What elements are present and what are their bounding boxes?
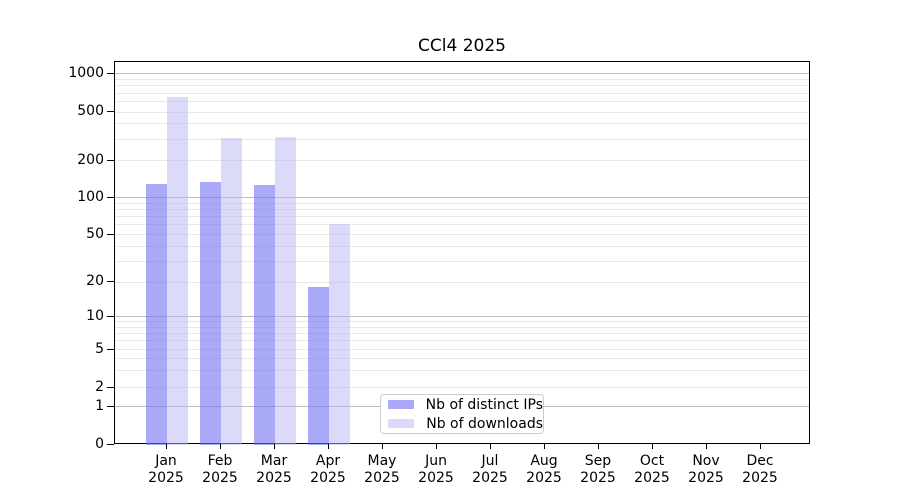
x-tick-mark [274, 444, 275, 449]
y-tick-mark [107, 315, 114, 317]
x-tick-mark [328, 444, 329, 449]
x-tick-label: Jan 2025 [148, 453, 184, 486]
bar-nb-of-downloads-jan [167, 96, 188, 445]
gridline-minor [115, 202, 809, 204]
y-tick-mark [107, 386, 114, 388]
x-tick-label: Mar 2025 [256, 453, 292, 486]
y-tick-label: 20 [86, 273, 104, 289]
x-tick-label: Apr 2025 [310, 453, 346, 486]
x-tick-label: Nov 2025 [688, 453, 724, 486]
plot-area: Nb of distinct IPs Nb of downloads [114, 61, 810, 445]
bar-nb-of-distinct-ips-feb [200, 181, 221, 445]
gridline-minor [115, 349, 809, 350]
gridline-major [115, 197, 809, 198]
y-tick-mark [107, 405, 114, 407]
x-tick-label: Oct 2025 [634, 453, 670, 486]
gridline-minor [115, 92, 809, 94]
y-tick-mark [107, 111, 114, 112]
bar-nb-of-distinct-ips-mar [254, 185, 275, 445]
x-tick-label: Feb 2025 [202, 453, 238, 486]
gridline-minor [115, 387, 809, 388]
gridline-minor [115, 340, 809, 342]
gridline-minor [115, 111, 809, 113]
x-tick-label: Jul 2025 [472, 453, 508, 486]
legend-item-label: Nb of downloads [426, 415, 543, 432]
gridline-minor [115, 123, 809, 125]
y-tick-mark [107, 281, 114, 282]
legend-swatch-distinct-ips-icon [388, 400, 414, 409]
legend-item-distinct-ips: Nb of distinct IPs [388, 396, 543, 414]
gridline-major [115, 316, 809, 317]
gridline-minor [115, 321, 809, 322]
y-tick-label: 0 [95, 436, 104, 452]
gridline-minor [115, 326, 809, 328]
gridline-minor [115, 245, 809, 247]
gridline-minor [115, 78, 809, 80]
chart-title: CCl4 2025 [418, 36, 506, 56]
y-tick-label: 100 [77, 188, 104, 205]
bar-nb-of-downloads-mar [275, 136, 296, 445]
gridline-minor [115, 138, 809, 140]
legend-item-downloads: Nb of downloads [388, 415, 543, 433]
y-tick-mark [107, 444, 114, 445]
y-tick-mark [107, 196, 114, 198]
x-tick-label: Jun 2025 [418, 453, 454, 486]
gridline-minor [115, 281, 809, 283]
gridline-major [115, 73, 809, 74]
gridline-minor [115, 208, 809, 210]
gridline-minor [115, 333, 809, 334]
x-tick-mark [652, 444, 653, 449]
bar-nb-of-downloads-feb [221, 138, 242, 445]
legend-swatch-downloads-icon [388, 419, 415, 428]
bar-nb-of-distinct-ips-apr [308, 287, 329, 445]
y-tick-label: 500 [77, 103, 104, 119]
y-tick-mark [107, 348, 114, 350]
y-tick-mark [107, 233, 114, 235]
bar-nb-of-downloads-apr [329, 223, 350, 445]
x-tick-label: Sep 2025 [580, 453, 616, 486]
x-tick-mark [166, 444, 167, 449]
x-tick-mark [760, 444, 761, 449]
gridline-minor [115, 85, 809, 87]
gridline-minor [115, 358, 809, 360]
y-tick-mark [107, 72, 114, 74]
x-tick-mark [544, 444, 545, 449]
bar-nb-of-distinct-ips-jan [146, 183, 167, 445]
legend-item-label: Nb of distinct IPs [425, 396, 543, 413]
gridline-minor [115, 370, 809, 372]
gridline-minor [115, 160, 809, 161]
x-tick-mark [220, 444, 221, 449]
y-tick-label: 10 [86, 307, 104, 324]
legend: Nb of distinct IPs Nb of downloads [380, 394, 544, 434]
y-tick-label: 200 [77, 151, 104, 168]
gridline-minor [115, 101, 809, 103]
x-tick-mark [382, 444, 383, 449]
x-tick-mark [598, 444, 599, 449]
x-tick-label: Aug 2025 [526, 453, 562, 486]
gridline-minor [115, 224, 809, 226]
x-tick-mark [706, 444, 707, 449]
gridline-minor [115, 216, 809, 217]
x-tick-label: Dec 2025 [742, 453, 778, 486]
y-tick-label: 1000 [68, 64, 104, 81]
y-tick-label: 1 [95, 397, 104, 414]
y-tick-label: 2 [95, 378, 104, 395]
x-tick-label: May 2025 [364, 453, 400, 486]
y-tick-label: 50 [86, 225, 104, 242]
gridline-minor [115, 234, 809, 235]
y-tick-mark [107, 159, 114, 161]
x-tick-mark [436, 444, 437, 449]
y-tick-label: 5 [95, 340, 104, 357]
x-tick-mark [490, 444, 491, 449]
gridline-minor [115, 260, 809, 262]
